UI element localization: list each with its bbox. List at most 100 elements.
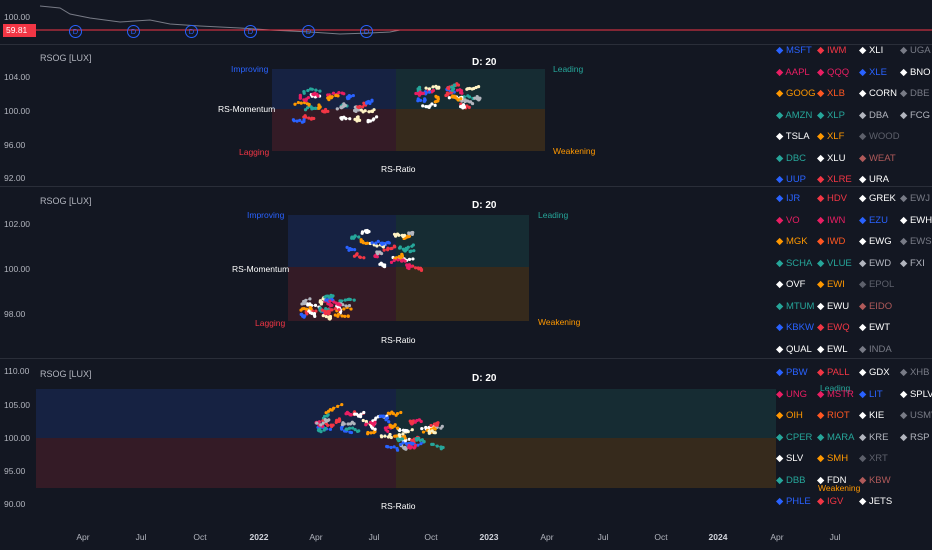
rrg-pane-1[interactable]: RSOG [LUX] D: 20 104.00 100.00 96.00 92.…	[0, 45, 932, 185]
legend-item[interactable]: ◆ DBC	[776, 153, 806, 164]
legend-item[interactable]: ◆ IWN	[817, 215, 845, 226]
legend-item[interactable]: ◆ PBW	[776, 367, 808, 378]
legend-item[interactable]: ◆ PALL	[817, 367, 850, 378]
legend-item[interactable]: ◆ EWG	[859, 236, 892, 247]
legend-item[interactable]: ◆ TSLA	[776, 131, 810, 142]
legend-item[interactable]: ◆ PHLE	[776, 496, 811, 507]
legend-symbol: QQQ	[826, 66, 850, 78]
legend-item[interactable]: ◆ XLB	[817, 88, 845, 99]
legend-item[interactable]: ◆ EWS	[900, 236, 932, 247]
legend-item[interactable]: ◆ EPOL	[859, 279, 894, 290]
legend-item[interactable]: ◆ MGK	[776, 236, 808, 247]
legend-item[interactable]: ◆ FDN	[817, 475, 846, 486]
legend-item[interactable]: ◆ BNO	[900, 67, 931, 78]
legend-item[interactable]: ◆ OVF	[776, 279, 805, 290]
legend-item[interactable]: ◆ MSTR	[817, 389, 854, 400]
legend-item[interactable]: ◆ SLV	[776, 453, 803, 464]
legend-item[interactable]: ◆ QQQ	[817, 67, 849, 78]
legend-item[interactable]: ◆ KBKW	[776, 322, 814, 333]
pane-divider[interactable]	[0, 358, 932, 359]
legend-item[interactable]: ◆ EWT	[859, 322, 890, 333]
legend-item[interactable]: ◆ EWD	[859, 258, 891, 269]
legend-item[interactable]: ◆ WOOD	[859, 131, 900, 142]
dividend-marker[interactable]: D	[244, 25, 257, 38]
legend-item[interactable]: ◆ HDV	[817, 193, 847, 204]
legend-item[interactable]: ◆ AAPL	[776, 67, 810, 78]
dividend-marker[interactable]: D	[302, 25, 315, 38]
legend-item[interactable]: ◆ RIOT	[817, 410, 850, 421]
legend-item[interactable]: ◆ EWJ	[900, 193, 930, 204]
legend-item[interactable]: ◆ XLF	[817, 131, 844, 142]
dividend-marker[interactable]: D	[185, 25, 198, 38]
trail-point	[393, 434, 397, 438]
legend-item[interactable]: ◆ UUP	[776, 174, 806, 185]
dividend-marker[interactable]: D	[69, 25, 82, 38]
legend-item[interactable]: ◆ XRT	[859, 453, 888, 464]
legend-item[interactable]: ◆ UGA	[900, 45, 931, 56]
legend-item[interactable]: ◆ INDA	[859, 344, 892, 355]
legend-item[interactable]: ◆ USMV	[900, 410, 932, 421]
rrg-pane-2[interactable]: RSOG [LUX] D: 20 102.00 100.00 98.00 Imp…	[0, 187, 932, 357]
pane-divider[interactable]	[0, 44, 932, 45]
legend-item[interactable]: ◆ MTUM	[776, 301, 814, 312]
legend-item[interactable]: ◆ KIE	[859, 410, 884, 421]
trail-point	[305, 307, 309, 311]
legend-item[interactable]: ◆ XLU	[817, 153, 845, 164]
legend-item[interactable]: ◆ VO	[776, 215, 800, 226]
legend-item[interactable]: ◆ IWD	[817, 236, 845, 247]
legend-item[interactable]: ◆ EWU	[817, 301, 849, 312]
dividend-marker[interactable]: D	[360, 25, 373, 38]
legend-item[interactable]: ◆ EWL	[817, 344, 848, 355]
trail-point	[473, 96, 477, 100]
legend-item[interactable]: ◆ DBA	[859, 110, 889, 121]
legend-item[interactable]: ◆ GREK	[859, 193, 896, 204]
legend-item[interactable]: ◆ SCHA	[776, 258, 812, 269]
legend-item[interactable]: ◆ OIH	[776, 410, 803, 421]
legend-item[interactable]: ◆ XLRE	[817, 174, 852, 185]
trail-point	[318, 299, 322, 303]
legend-item[interactable]: ◆ UNG	[776, 389, 807, 400]
legend-item[interactable]: ◆ CPER	[776, 432, 812, 443]
legend-item[interactable]: ◆ SMH	[817, 453, 848, 464]
legend-item[interactable]: ◆ DBB	[776, 475, 806, 486]
pane-divider[interactable]	[0, 186, 932, 187]
legend-item[interactable]: ◆ IWM	[817, 45, 846, 56]
legend-item[interactable]: ◆ XHB	[900, 367, 930, 378]
dividend-marker[interactable]: D	[127, 25, 140, 38]
legend-item[interactable]: ◆ URA	[859, 174, 889, 185]
legend-item[interactable]: ◆ GDX	[859, 367, 890, 378]
legend-item[interactable]: ◆ KRE	[859, 432, 889, 443]
legend-item[interactable]: ◆ EIDO	[859, 301, 892, 312]
legend-item[interactable]: ◆ XLI	[859, 45, 883, 56]
trail-point	[383, 434, 387, 438]
legend-item[interactable]: ◆ FXI	[900, 258, 925, 269]
legend-item[interactable]: ◆ EWI	[817, 279, 845, 290]
legend-item[interactable]: ◆ IGV	[817, 496, 843, 507]
legend-item[interactable]: ◆ SPLV	[900, 389, 932, 400]
trail-point	[362, 410, 366, 415]
legend-item[interactable]: ◆ CORN	[859, 88, 897, 99]
legend-item[interactable]: ◆ EWH	[900, 215, 932, 226]
legend-item[interactable]: ◆ XLP	[817, 110, 845, 121]
legend-item[interactable]: ◆ DBE	[900, 88, 930, 99]
legend-item[interactable]: ◆ MARA	[817, 432, 854, 443]
legend-item[interactable]: ◆ EZU	[859, 215, 888, 226]
legend-item[interactable]: ◆ GOOG	[776, 88, 816, 99]
legend-item[interactable]: ◆ KBW	[859, 475, 891, 486]
legend-item[interactable]: ◆ VLUE	[817, 258, 852, 269]
legend-item[interactable]: ◆ AMZN	[776, 110, 812, 121]
legend-item[interactable]: ◆ MSFT	[776, 45, 812, 56]
legend-symbol: EWU	[826, 300, 850, 312]
rrg-pane-3[interactable]: RSOG [LUX] D: 20 110.00 105.00 100.00 95…	[0, 359, 932, 529]
legend-item[interactable]: ◆ JETS	[859, 496, 892, 507]
price-chart-pane[interactable]: 100.00 59.81 D D D D D D	[0, 0, 932, 42]
legend-item[interactable]: ◆ FCG	[900, 110, 930, 121]
legend-item[interactable]: ◆ IJR	[776, 193, 800, 204]
legend-item[interactable]: ◆ RSP	[900, 432, 930, 443]
legend-item[interactable]: ◆ LIT	[859, 389, 883, 400]
trail-point	[314, 88, 318, 92]
legend-item[interactable]: ◆ XLE	[859, 67, 887, 78]
legend-item[interactable]: ◆ QUAL	[776, 344, 812, 355]
legend-item[interactable]: ◆ EWQ	[817, 322, 850, 333]
legend-item[interactable]: ◆ WEAT	[859, 153, 896, 164]
